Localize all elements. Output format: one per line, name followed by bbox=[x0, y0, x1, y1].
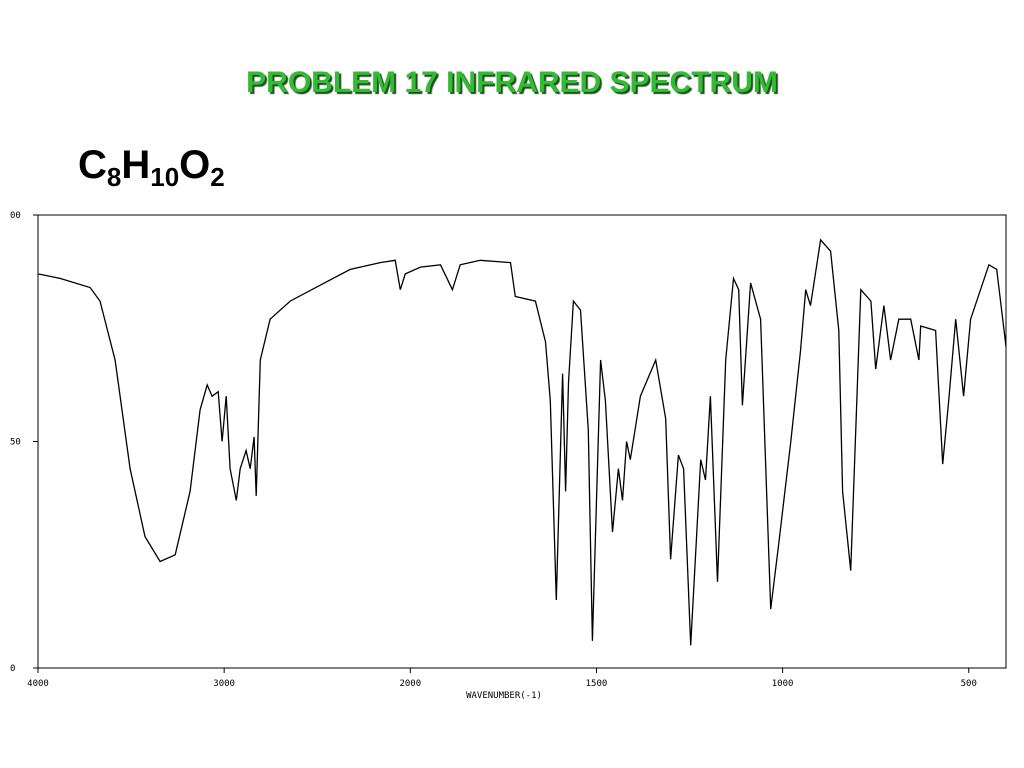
formula: C8H10O2 bbox=[78, 143, 225, 193]
x-tick-label: 1000 bbox=[772, 679, 794, 689]
formula-element: O bbox=[179, 143, 211, 187]
x-tick-label: 4000 bbox=[27, 679, 49, 689]
formula-element: C bbox=[78, 143, 107, 187]
x-tick-label: 1500 bbox=[586, 679, 608, 689]
x-axis-label: WAVENUMBER(-1) bbox=[466, 691, 542, 701]
formula-subscript: 8 bbox=[106, 162, 122, 192]
x-tick-label: 2000 bbox=[399, 679, 421, 689]
x-tick-label: 3000 bbox=[213, 679, 235, 689]
formula-element: H bbox=[121, 143, 151, 187]
y-tick-label: 0 bbox=[10, 664, 15, 674]
x-tick-label: 500 bbox=[961, 679, 977, 689]
formula-subscript: 2 bbox=[210, 162, 225, 192]
slide-title: PROBLEM 17 INFRARED SPECTRUM bbox=[246, 66, 778, 99]
y-tick-label: 50 bbox=[10, 438, 21, 448]
y-tick-label: 00 bbox=[10, 211, 21, 221]
formula-subscript: 10 bbox=[150, 162, 180, 192]
plot-frame bbox=[37, 214, 1007, 669]
spectrum-line bbox=[37, 238, 1007, 646]
